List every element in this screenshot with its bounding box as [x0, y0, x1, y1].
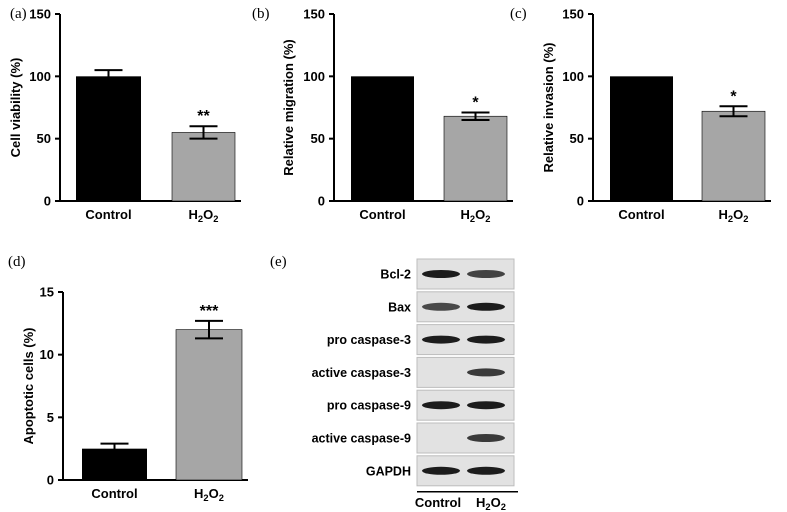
blot-row-label: pro caspase-3	[327, 333, 411, 347]
category-label: H2O2	[194, 486, 224, 503]
bar-chart-2: (c) 0 50 100 150 Relative invasion (%) Control…	[510, 6, 771, 224]
significance-label: *	[472, 94, 479, 111]
significance-label: **	[197, 108, 210, 125]
blot-row-label: active caspase-9	[312, 432, 411, 446]
y-axis-title: Cell viability (%)	[8, 58, 23, 158]
blot-row: active caspase-3	[312, 356, 515, 388]
lane-label: Control	[415, 495, 461, 510]
y-tick-label: 100	[29, 69, 51, 84]
blot-row-label: pro caspase-9	[327, 399, 411, 413]
y-tick-label: 50	[570, 131, 584, 146]
panel-letter: (c)	[510, 6, 527, 22]
y-tick-label: 10	[40, 347, 54, 362]
significance-label: ***	[200, 303, 219, 320]
category-label: Control	[359, 207, 405, 222]
panel-letter: (b)	[252, 6, 270, 22]
y-tick-label: 0	[318, 194, 325, 209]
blot-row: Bax	[388, 291, 515, 323]
lane-label: H2O2	[476, 495, 506, 512]
blot-band	[467, 302, 505, 311]
blot-band	[467, 466, 505, 475]
blot-band	[422, 270, 460, 278]
category-label: H2O2	[461, 207, 491, 224]
blot-row: pro caspase-3	[327, 324, 515, 356]
blot-row: active caspase-9	[312, 422, 515, 454]
bar-h2o2	[443, 115, 508, 202]
blot-row-label: Bax	[388, 300, 411, 314]
western-blot-panel: (e) Bcl-2 Bax pro caspase-3 active caspase-3…	[270, 254, 518, 512]
y-axis-title: Apoptotic cells (%)	[21, 327, 36, 444]
blot-band	[422, 466, 460, 475]
bar-chart-3: (d) 0 5 10 15 Apoptotic cells (%) Control *** H2…	[8, 254, 248, 503]
blot-band	[422, 302, 460, 311]
category-label: Control	[618, 207, 664, 222]
y-tick-label: 50	[311, 131, 325, 146]
y-tick-label: 150	[562, 7, 584, 22]
blot-band	[467, 335, 505, 344]
blot-row-label: GAPDH	[366, 464, 411, 478]
y-tick-label: 15	[40, 285, 54, 300]
y-axis-title: Relative invasion (%)	[541, 42, 556, 172]
blot-band	[422, 335, 460, 344]
bar-h2o2	[701, 110, 766, 202]
blot-row: pro caspase-9	[327, 389, 515, 421]
bar-h2o2	[175, 329, 243, 481]
bar-control	[76, 76, 141, 201]
bar-control	[351, 76, 414, 201]
y-tick-label: 50	[37, 131, 51, 146]
category-label: H2O2	[189, 207, 219, 224]
blot-band	[467, 368, 505, 377]
blot-band	[467, 434, 505, 442]
blot-row-label: Bcl-2	[380, 268, 411, 282]
y-tick-label: 0	[44, 194, 51, 209]
y-tick-label: 100	[562, 69, 584, 84]
blot-band	[467, 270, 505, 278]
y-tick-label: 5	[47, 410, 54, 425]
blot-row: GAPDH	[366, 455, 515, 487]
y-tick-label: 0	[47, 473, 54, 488]
significance-label: *	[730, 88, 737, 105]
y-tick-label: 150	[303, 7, 325, 22]
panel-letter: (d)	[8, 254, 26, 270]
y-axis-title: Relative migration (%)	[281, 39, 296, 176]
panel-letter: (e)	[270, 254, 287, 270]
bar-control	[610, 76, 673, 201]
blot-row-label: active caspase-3	[312, 366, 411, 380]
blot-band	[467, 401, 505, 410]
y-tick-label: 100	[303, 69, 325, 84]
bar-chart-0: (a) 0 50 100 150 Cell viability (%) Control ** H…	[8, 6, 241, 224]
y-tick-label: 0	[577, 194, 584, 209]
blot-row: Bcl-2	[380, 258, 515, 290]
category-label: Control	[85, 207, 131, 222]
blot-band	[422, 401, 460, 410]
y-tick-label: 150	[29, 7, 51, 22]
panel-letter: (a)	[10, 6, 27, 22]
bar-h2o2	[171, 132, 236, 202]
category-label: H2O2	[719, 207, 749, 224]
bar-chart-1: (b) 0 50 100 150 Relative migration (%) Contro…	[252, 6, 513, 224]
category-label: Control	[91, 486, 137, 501]
